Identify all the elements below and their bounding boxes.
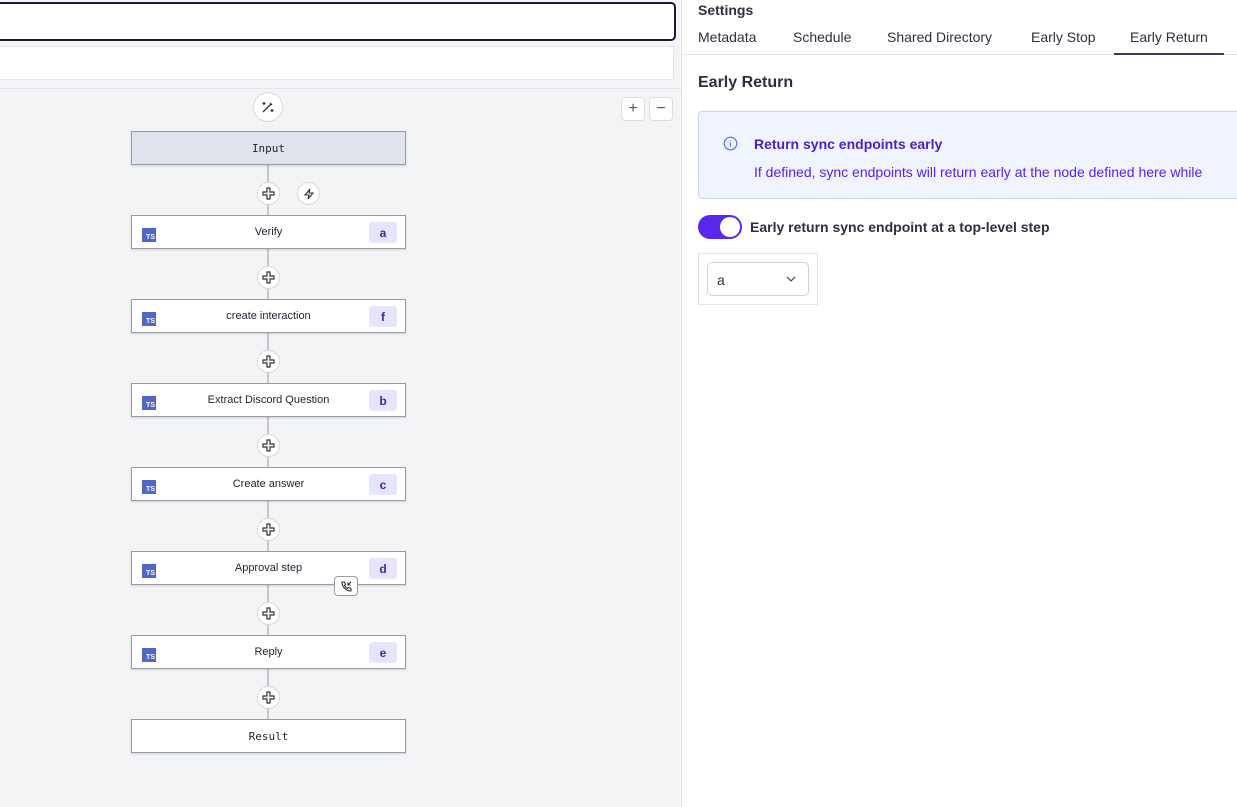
flow-node[interactable]: TS Reply e [131,635,406,669]
plus-icon [262,607,275,620]
settings-title: Settings [698,2,754,18]
chevron-down-icon [786,276,796,282]
add-step-button[interactable] [257,602,280,625]
add-step-button[interactable] [257,266,280,289]
typescript-icon: TS [142,564,156,578]
info-icon [723,136,738,151]
plus-icon [262,355,275,368]
flow-node[interactable]: TS Approval step d [131,551,406,585]
zoom-in-button[interactable]: + [621,97,645,121]
node-label: Verify [254,226,283,238]
typescript-icon: TS [142,228,156,242]
add-step-button[interactable] [257,182,280,205]
early-return-toggle[interactable] [698,215,742,239]
add-step-button[interactable] [257,518,280,541]
node-label: Result [248,729,289,743]
flow-editor-panel: + − Input TS Verify a TS create interaction f T… [0,0,682,807]
plus-icon [262,271,275,284]
add-step-button[interactable] [257,686,280,709]
tab-schedule[interactable]: Schedule [793,29,852,45]
node-label: Reply [254,646,283,658]
typescript-icon: TS [142,396,156,410]
flow-node[interactable]: TS create interaction f [131,299,406,333]
plus-icon [262,187,275,200]
flow-node[interactable]: TS Verify a [131,215,406,249]
node-id-badge: d [369,558,397,579]
tab-early-return[interactable]: Early Return [1114,29,1224,55]
settings-panel: Settings Metadata Schedule Shared Direct… [683,0,1237,807]
settings-tabs: Metadata Schedule Shared Directory Early… [683,28,1237,55]
flow-node[interactable]: Result [131,719,406,753]
node-label: create interaction [226,310,311,322]
magic-wand-icon [262,102,274,113]
suspend-step-button[interactable] [334,576,358,596]
tab-metadata[interactable]: Metadata [698,29,757,45]
trigger-button[interactable] [297,182,320,205]
plus-icon [262,439,275,452]
plus-icon [262,691,275,704]
node-id-badge: b [369,390,397,411]
magic-wand-button[interactable] [253,92,283,122]
info-title: Return sync endpoints early [754,136,943,152]
info-alert: Return sync endpoints early If defined, … [698,111,1237,199]
step-select-value: a [717,272,725,288]
toggle-label: Early return sync endpoint at a top-leve… [750,219,1050,235]
summary-input[interactable] [0,2,676,41]
flow-node[interactable]: Input [131,131,406,165]
tab-early-stop[interactable]: Early Stop [1031,29,1096,45]
section-title: Early Return [698,74,794,91]
flow-node[interactable]: TS Create answer c [131,467,406,501]
lightning-icon [303,188,314,199]
node-label: Approval step [234,562,303,574]
add-step-button[interactable] [257,434,280,457]
flow-node[interactable]: TS Extract Discord Question b [131,383,406,417]
typescript-icon: TS [142,480,156,494]
node-label: Input [251,141,286,155]
step-select[interactable]: a [707,262,809,296]
node-id-badge: e [369,642,397,663]
info-text: If defined, sync endpoints will return e… [754,164,1203,180]
description-input[interactable] [0,46,674,80]
zoom-out-button[interactable]: − [649,97,673,121]
node-label: Extract Discord Question [207,394,330,406]
divider [0,88,681,89]
node-id-badge: f [369,306,397,327]
plus-icon [262,523,275,536]
phone-incoming-icon [340,580,352,592]
typescript-icon: TS [142,312,156,326]
node-id-badge: a [369,222,397,243]
add-step-button[interactable] [257,350,280,373]
step-select-container: a [698,253,818,305]
typescript-icon: TS [142,648,156,662]
node-id-badge: c [369,474,397,495]
tab-shared-directory[interactable]: Shared Directory [887,29,993,45]
node-label: Create answer [232,478,305,490]
toggle-knob [720,217,740,237]
